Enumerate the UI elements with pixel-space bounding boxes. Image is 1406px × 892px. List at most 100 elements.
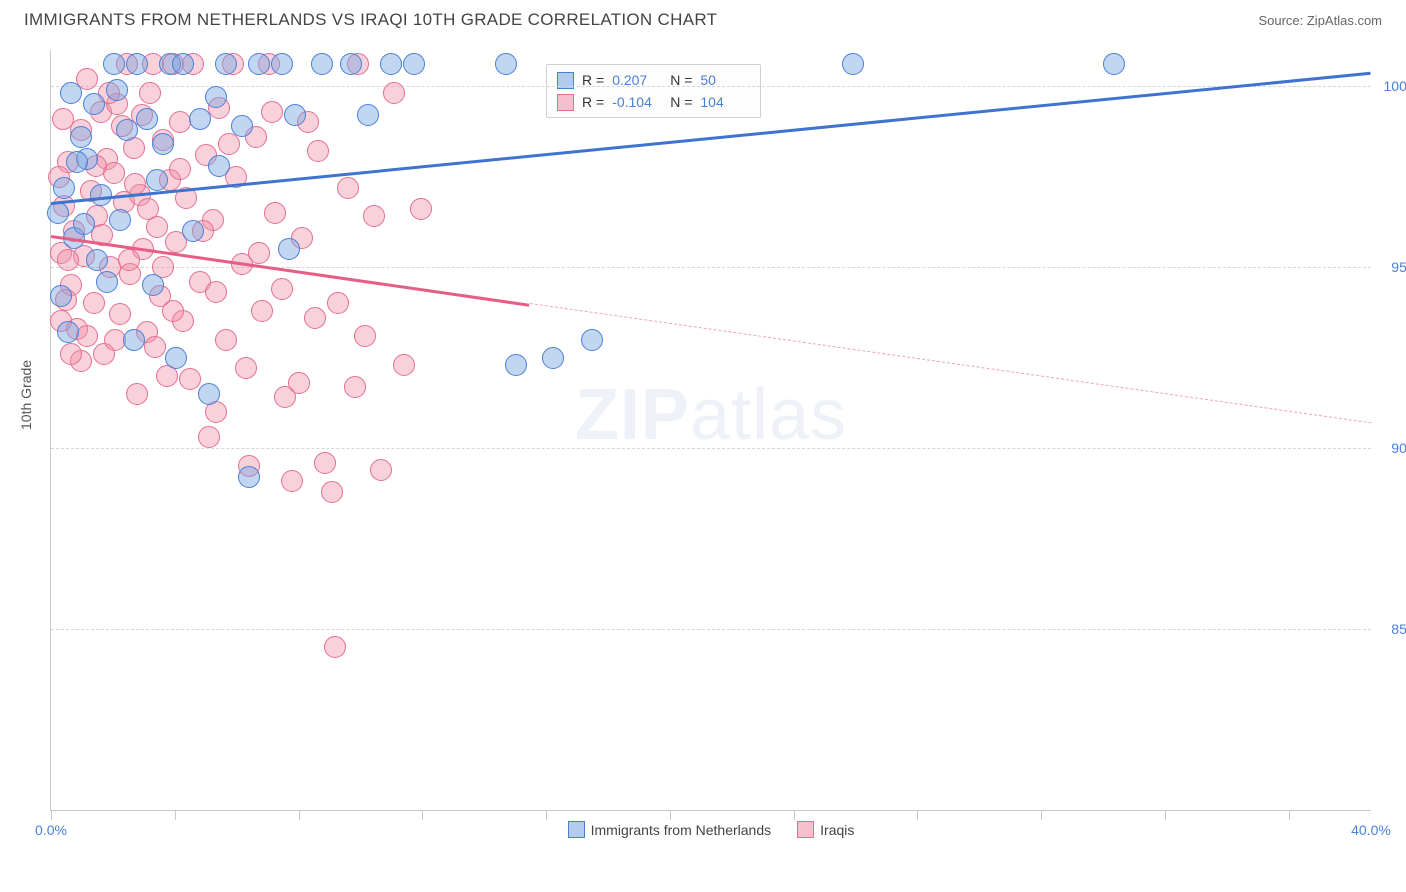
x-tick [546,810,547,820]
data-point [304,307,326,329]
data-point [52,108,74,130]
y-tick-label: 95.0% [1391,259,1406,275]
x-tick [422,810,423,820]
data-point [235,357,257,379]
data-point [354,325,376,347]
data-point [278,238,300,260]
watermark-rest: atlas [690,375,847,455]
data-point [83,292,105,314]
data-point [182,220,204,242]
watermark: ZIPatlas [575,374,847,456]
x-tick [1041,810,1042,820]
data-point [340,53,362,75]
stats-swatch-1 [557,94,574,111]
legend-label-0: Immigrants from Netherlands [591,822,772,838]
x-tick [51,810,52,820]
x-tick [299,810,300,820]
data-point [271,53,293,75]
plot-area: ZIPatlas R = 0.207 N = 50 R = -0.104 N =… [50,50,1371,811]
legend: Immigrants from Netherlands Iraqis [51,821,1371,838]
legend-item-0: Immigrants from Netherlands [568,821,772,838]
stats-box: R = 0.207 N = 50 R = -0.104 N = 104 [546,64,761,118]
legend-swatch-0 [568,821,585,838]
chart-title: IMMIGRANTS FROM NETHERLANDS VS IRAQI 10T… [24,10,717,30]
data-point [198,383,220,405]
gridline [51,629,1371,630]
data-point [109,209,131,231]
stats-row-0: R = 0.207 N = 50 [557,69,750,91]
data-point [172,53,194,75]
data-point [215,53,237,75]
data-point [60,343,82,365]
legend-item-1: Iraqis [797,821,854,838]
data-point [357,104,379,126]
data-point [144,336,166,358]
data-point [218,133,240,155]
x-tick-label: 0.0% [35,822,67,838]
data-point [165,347,187,369]
data-point [146,169,168,191]
header: IMMIGRANTS FROM NETHERLANDS VS IRAQI 10T… [0,0,1406,36]
data-point [126,383,148,405]
x-tick [917,810,918,820]
stats-n-label: N = [670,91,692,113]
data-point [271,278,293,300]
data-point [251,300,273,322]
data-point [505,354,527,376]
data-point [139,82,161,104]
data-point [307,140,329,162]
stats-r-value-1: -0.104 [612,91,662,113]
x-tick [1165,810,1166,820]
data-point [215,329,237,351]
data-point [248,53,270,75]
data-point [152,133,174,155]
data-point [189,108,211,130]
watermark-bold: ZIP [575,375,690,455]
data-point [248,242,270,264]
x-tick [670,810,671,820]
data-point [380,53,402,75]
gridline [51,448,1371,449]
data-point [370,459,392,481]
data-point [86,249,108,271]
x-tick [794,810,795,820]
stats-n-label: N = [670,69,692,91]
stats-n-value-0: 50 [700,69,750,91]
y-tick-label: 85.0% [1391,621,1406,637]
data-point [126,53,148,75]
stats-r-label: R = [582,69,604,91]
data-point [495,53,517,75]
stats-n-value-1: 104 [700,91,750,113]
data-point [198,426,220,448]
data-point [393,354,415,376]
data-point [57,249,79,271]
data-point [383,82,405,104]
data-point [136,108,158,130]
data-point [179,368,201,390]
data-point [284,104,306,126]
data-point [344,376,366,398]
data-point [123,329,145,351]
data-point [142,274,164,296]
data-point [410,198,432,220]
data-point [137,198,159,220]
legend-swatch-1 [797,821,814,838]
data-point [66,151,88,173]
data-point [274,386,296,408]
data-point [53,177,75,199]
data-point [261,101,283,123]
data-point [1103,53,1125,75]
data-point [76,325,98,347]
data-point [205,86,227,108]
data-point [327,292,349,314]
data-point [403,53,425,75]
x-tick [175,810,176,820]
data-point [57,321,79,343]
data-point [73,213,95,235]
data-point [281,470,303,492]
data-point [116,119,138,141]
stats-row-1: R = -0.104 N = 104 [557,91,750,113]
data-point [238,466,260,488]
data-point [169,111,191,133]
data-point [324,636,346,658]
